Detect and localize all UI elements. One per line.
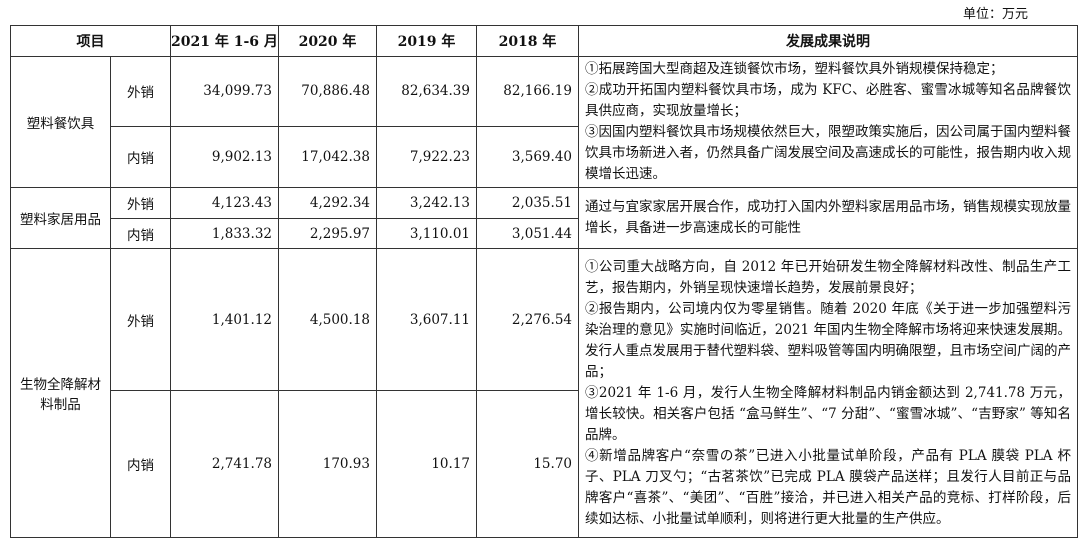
description-cell: 通过与宜家家居开展合作，成功打入国内外塑料家居用品市场，销售规模实现放量增长，具… bbox=[578, 187, 1078, 249]
sales-table: 项目 2021 年 1-6 月 2020 年 2019 年 2018 年 发展成… bbox=[10, 25, 1078, 538]
value-cell: 1,833.32 bbox=[170, 218, 279, 249]
value-cell: 3,569.40 bbox=[476, 125, 579, 189]
value-cell: 2,741.78 bbox=[170, 390, 279, 538]
value-cell: 4,292.34 bbox=[278, 187, 377, 219]
description-paragraph: ①公司重大战略方向，自 2012 年已开始研发生物全降解材料改性、制品生产工艺，… bbox=[585, 258, 1071, 296]
value-cell: 3,242.13 bbox=[376, 187, 477, 219]
value-cell: 10.17 bbox=[376, 390, 477, 538]
header-desc: 发展成果说明 bbox=[578, 25, 1078, 57]
value-cell: 17,042.38 bbox=[278, 125, 377, 189]
value-cell: 15.70 bbox=[476, 390, 579, 538]
channel-cell: 内销 bbox=[110, 390, 171, 538]
category-cell: 塑料餐饮具 bbox=[10, 56, 111, 188]
value-cell: 34,099.73 bbox=[170, 56, 279, 127]
description-paragraph: ②报告期内，公司境内仅为零星销售。随着 2020 年底《关于进一步加强塑料污染治… bbox=[585, 300, 1071, 380]
header-2020: 2020 年 bbox=[278, 25, 377, 57]
description-cell: ①拓展跨国大型商超及连锁餐饮市场，塑料餐饮具外销规模保持稳定； ②成功开拓国内塑料… bbox=[578, 56, 1078, 188]
table-row: 内销 1,833.32 2,295.97 3,110.01 3,051.44 bbox=[11, 218, 1078, 249]
channel-cell: 内销 bbox=[110, 218, 171, 249]
description-paragraph: ④新增品牌客户“奈雪の茶”已进入小批量试单阶段，产品有 PLA 膜袋 PLA 杯… bbox=[585, 447, 1071, 527]
header-item: 项目 bbox=[10, 25, 171, 57]
description-paragraph: 通过与宜家家居开展合作，成功打入国内外塑料家居用品市场，销售规模实现放量增长，具… bbox=[585, 199, 1071, 236]
category-cell: 生物全降解材料制品 bbox=[10, 248, 111, 538]
description-cell: ①公司重大战略方向，自 2012 年已开始研发生物全降解材料改性、制品生产工艺，… bbox=[578, 248, 1078, 538]
value-cell: 2,295.97 bbox=[278, 218, 377, 249]
table-row: 塑料家居用品 外销 4,123.43 4,292.34 3,242.13 2,035.51… bbox=[10, 187, 1078, 249]
channel-cell: 内销 bbox=[110, 125, 171, 189]
table-row: 塑料餐饮具 外销 34,099.73 70,886.48 82,634.39 82,166… bbox=[10, 56, 1078, 188]
value-cell: 82,166.19 bbox=[476, 56, 579, 127]
value-cell: 2,035.51 bbox=[476, 187, 579, 219]
value-cell: 2,276.54 bbox=[476, 248, 579, 391]
header-2019: 2019 年 bbox=[376, 25, 477, 57]
value-cell: 4,123.43 bbox=[170, 187, 279, 219]
value-cell: 70,886.48 bbox=[278, 56, 377, 127]
value-cell: 82,634.39 bbox=[376, 56, 477, 127]
table-row: 内销 2,741.78 170.93 10.17 15.70 bbox=[11, 390, 1078, 538]
value-cell: 7,922.23 bbox=[376, 125, 477, 189]
value-cell: 3,051.44 bbox=[476, 218, 579, 249]
value-cell: 3,607.11 bbox=[376, 248, 477, 391]
value-cell: 9,902.13 bbox=[170, 125, 279, 189]
description-paragraph: ③2021 年 1-6 月，发行人生物全降解材料制品内销金额达到 2,741.7… bbox=[585, 384, 1071, 443]
header-2021: 2021 年 1-6 月 bbox=[170, 25, 279, 57]
unit-label: 单位：万元 bbox=[962, 7, 1028, 22]
description-paragraph: ③因国内塑料餐饮具市场规模依然巨大，限塑政策实施后，因公司属于国内塑料餐饮具市场… bbox=[585, 124, 1071, 182]
description-paragraph: ②成功开拓国内塑料餐饮具市场，成为 KFC、必胜客、蜜雪冰城等知名品牌餐饮具供应… bbox=[585, 82, 1071, 119]
table-row: 生物全降解材料制品 外销 1,401.12 4,500.18 3,607.11 2,276… bbox=[10, 248, 1078, 538]
value-cell: 170.93 bbox=[278, 390, 377, 538]
value-cell: 1,401.12 bbox=[170, 248, 279, 391]
channel-cell: 外销 bbox=[110, 56, 171, 127]
header-2018: 2018 年 bbox=[476, 25, 579, 57]
value-cell: 4,500.18 bbox=[278, 248, 377, 391]
header-row: 项目 2021 年 1-6 月 2020 年 2019 年 2018 年 发展成… bbox=[10, 25, 1078, 57]
table-row: 内销 9,902.13 17,042.38 7,922.23 3,569.40 bbox=[11, 125, 1078, 189]
channel-cell: 外销 bbox=[110, 187, 171, 219]
description-paragraph: ①拓展跨国大型商超及连锁餐饮市场，塑料餐饮具外销规模保持稳定； bbox=[585, 61, 1004, 77]
value-cell: 3,110.01 bbox=[376, 218, 477, 249]
category-cell: 塑料家居用品 bbox=[10, 187, 111, 249]
channel-cell: 外销 bbox=[110, 248, 171, 391]
